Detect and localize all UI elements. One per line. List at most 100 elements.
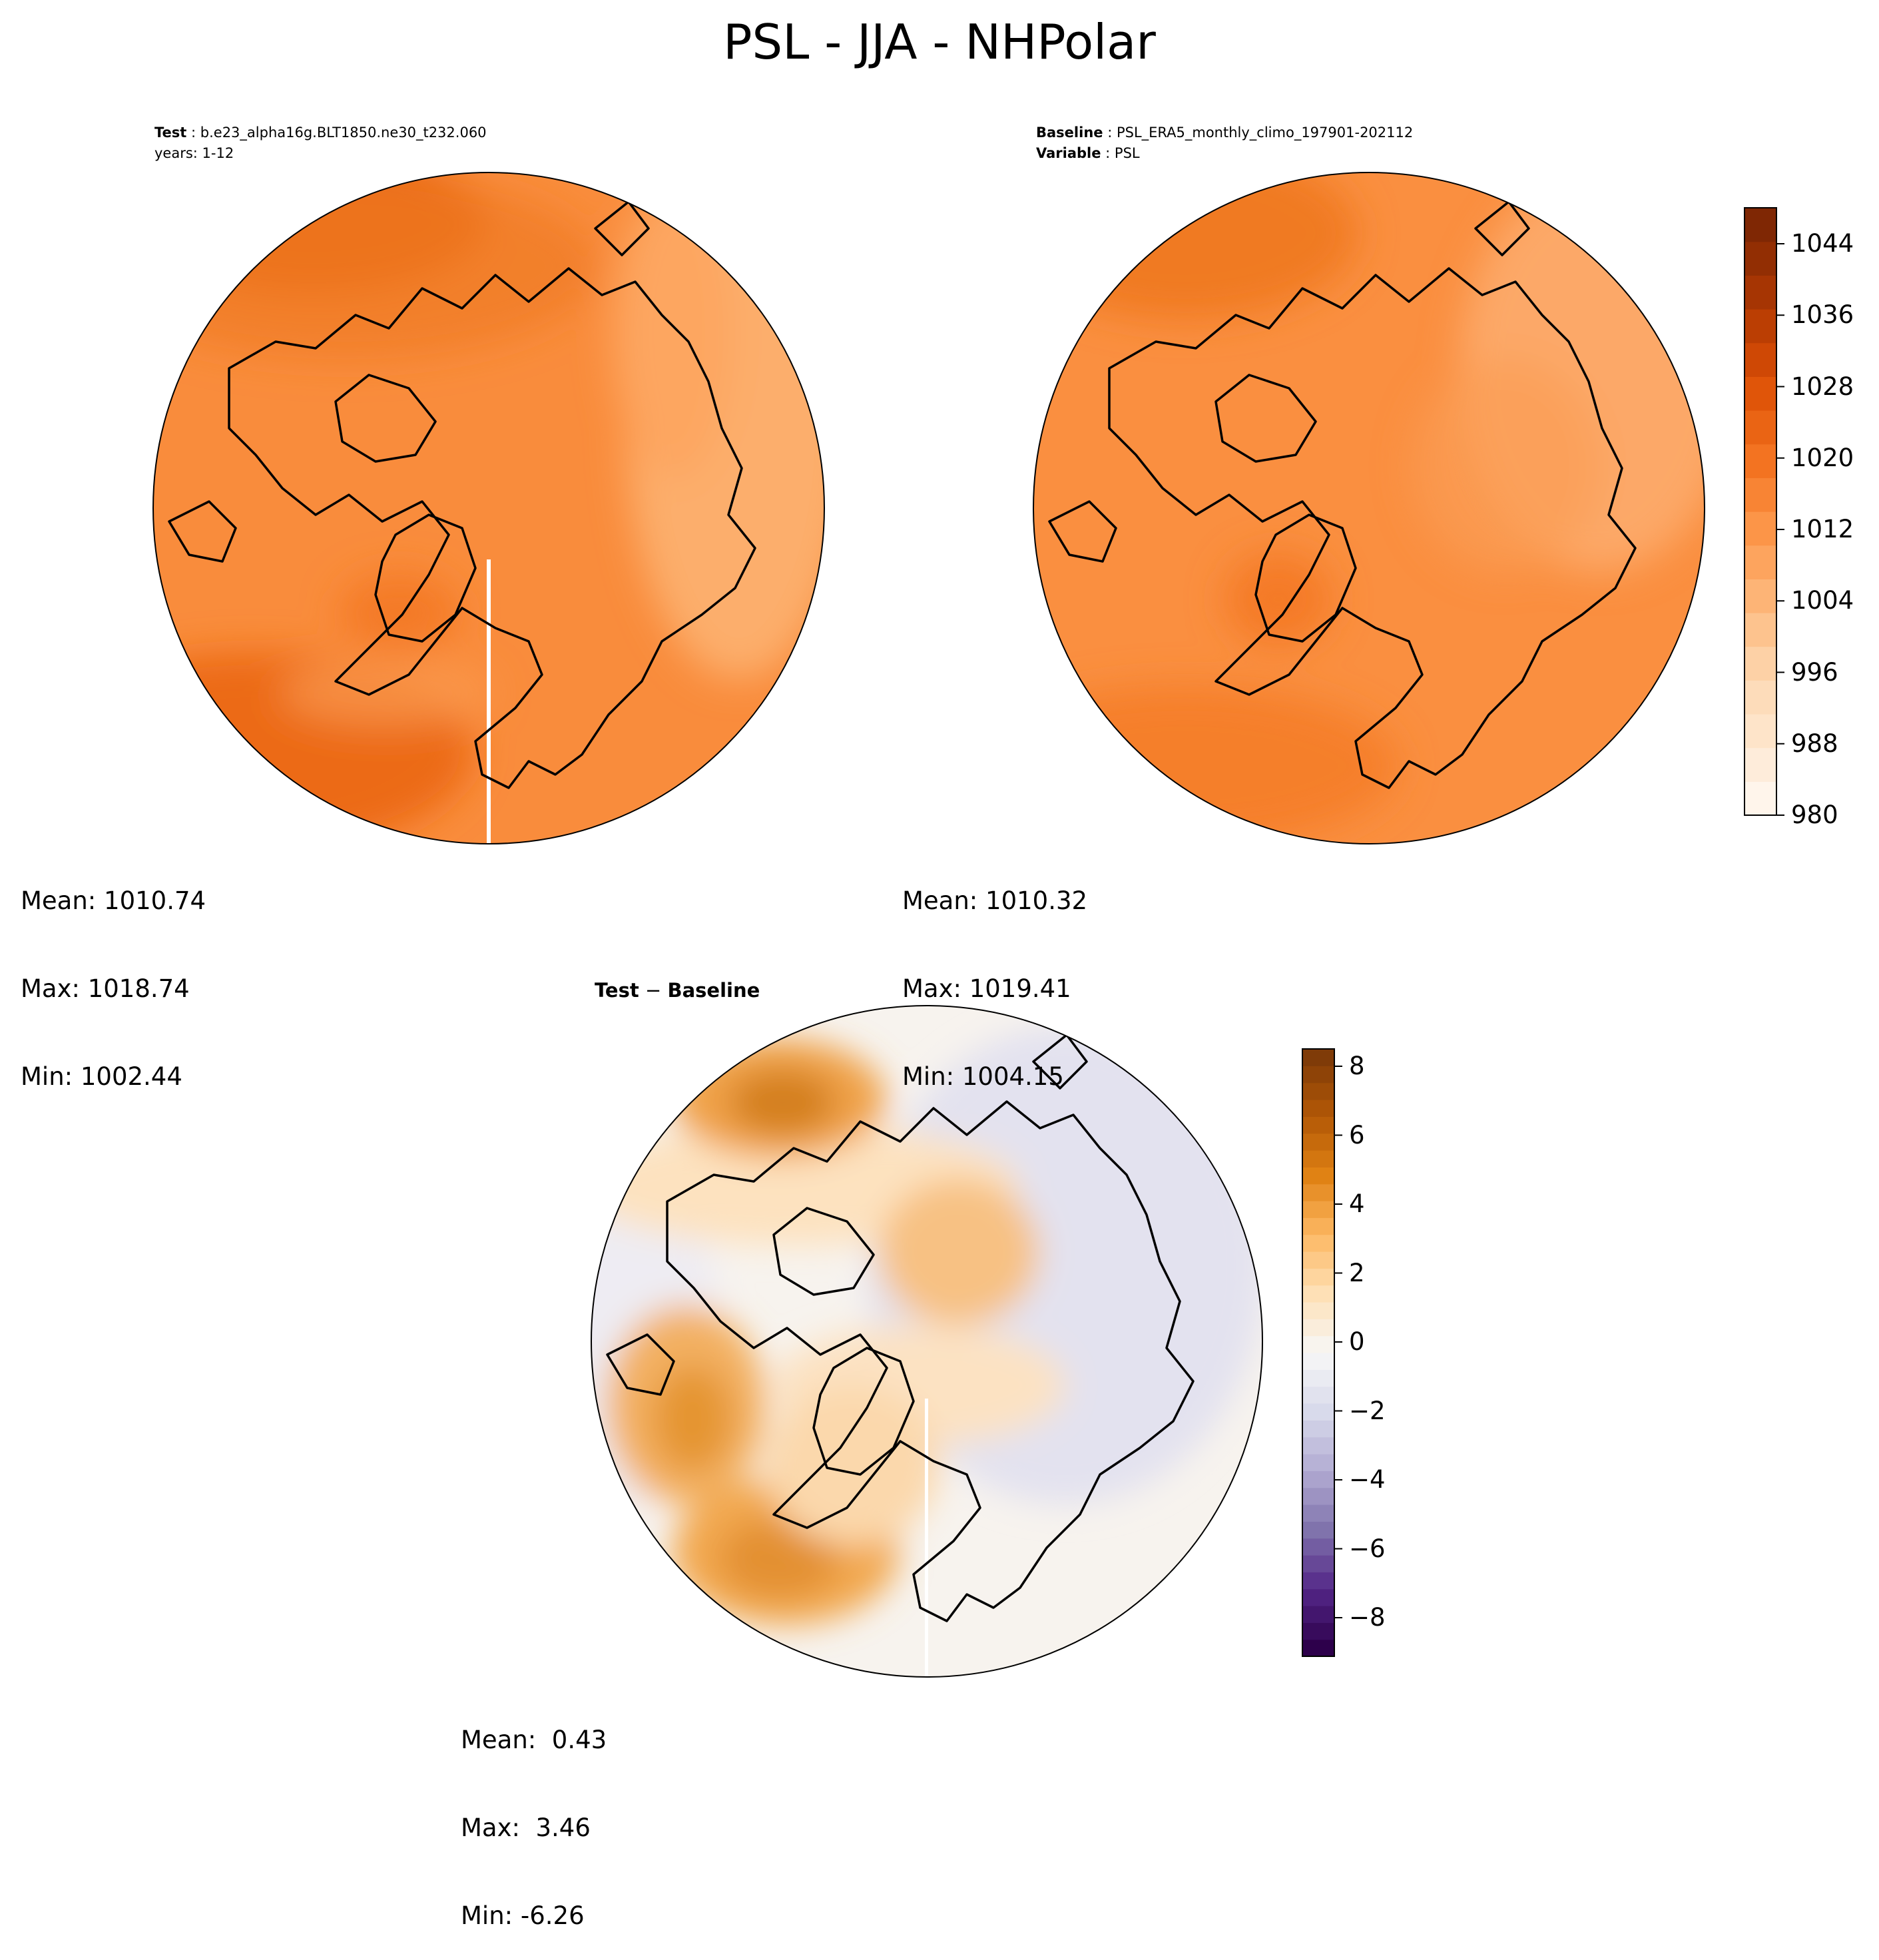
colorbar-band [1302,1403,1334,1421]
baseline-label-value: PSL_ERA5_monthly_climo_197901-202112 [1116,125,1414,141]
diff-colorbar-tick-label: 2 [1349,1258,1365,1287]
colorbar-band [1302,1437,1334,1455]
colorbar-band [1302,1521,1334,1539]
diff-colorbar-tick-label: 8 [1349,1052,1365,1080]
test-years: years: 1-12 [154,145,234,161]
colorbar-band [1302,1183,1334,1201]
colorbar-band [1302,1504,1334,1522]
difference-min: Min: -6.26 [461,1901,585,1930]
colorbar-band [1302,1234,1334,1252]
psl-colorbar-tick-label: 1044 [1791,229,1854,258]
colorbar-band [1745,444,1776,478]
psl-colorbar-tick-label: 980 [1791,801,1838,829]
colorbar-band [1745,376,1776,411]
test-mean: Mean: 1010.74 [21,886,206,915]
colorbar-band [1302,1167,1334,1185]
colorbar-band [1745,478,1776,512]
colorbar-band [1302,1639,1334,1657]
test-map [153,172,824,844]
colorbar-band [1302,1201,1334,1218]
baseline-mean: Mean: 1010.32 [902,886,1088,915]
colorbar-band [1302,1454,1334,1471]
diff-colorbar-tick-label: 6 [1349,1120,1365,1149]
diff-colorbar-tick-label: −8 [1349,1603,1386,1632]
colorbar-band [1745,342,1776,377]
difference-max: Max: 3.46 [461,1813,591,1842]
colorbar-band [1302,1116,1334,1134]
difference-title-sep: − [639,979,668,1002]
psl-colorbar-tick-label: 1004 [1791,586,1854,615]
colorbar-band [1302,1353,1334,1370]
psl-colorbar-tick-label: 1036 [1791,300,1854,330]
psl-colorbar [1745,208,1776,816]
colorbar-band [1302,1302,1334,1319]
colorbar-band [1302,1268,1334,1286]
colorbar-band [1302,1066,1334,1084]
baseline-variable-label: Variable : PSL [1036,145,1140,161]
colorbar-band [1302,1572,1334,1590]
colorbar-band [1302,1420,1334,1438]
colorbar-band [1302,1487,1334,1505]
colorbar-band [1302,1319,1334,1337]
difference-stats: Mean: 0.43 Max: 3.46 Min: -6.26 [461,1667,607,1960]
variable-label-value: PSL [1114,145,1140,161]
diff-colorbar-tick-label: 0 [1349,1327,1365,1356]
baseline-max: Max: 1019.41 [902,974,1071,1003]
test-stats: Mean: 1010.74 Max: 1018.74 Min: 1002.44 [21,828,206,1121]
baseline-case-label: Baseline : PSL_ERA5_monthly_climo_197901… [1036,125,1414,141]
colorbar-band [1745,714,1776,749]
colorbar-band [1302,1588,1334,1606]
diff-colorbar-tick-label: −2 [1349,1396,1386,1425]
test-min: Min: 1002.44 [21,1062,182,1091]
colorbar-band [1745,747,1776,782]
colorbar-band [1745,781,1776,816]
diff-colorbar-tick-label: 4 [1349,1189,1365,1218]
colorbar-band [1302,1150,1334,1167]
test-max: Max: 1018.74 [21,974,190,1003]
colorbar-band [1302,1335,1334,1353]
figure-canvas [152,172,1784,1678]
colorbar-band [1745,680,1776,715]
colorbar-band [1302,1251,1334,1269]
colorbar-band [1302,1538,1334,1556]
psl-colorbar-tick-label: 1012 [1791,515,1854,543]
baseline-map [1033,172,1705,844]
test-label-value: b.e23_alpha16g.BLT1850.ne30_t232.060 [200,125,487,141]
baseline-stats: Mean: 1010.32 Max: 1019.41 Min: 1004.15 [902,828,1087,1121]
psl-colorbar-tick-label: 996 [1791,657,1838,687]
colorbar-band [1745,208,1776,242]
diff-colorbar [1302,1049,1334,1657]
colorbar-band [1302,1622,1334,1640]
figure-title: PSL - JJA - NHPolar [723,14,1156,70]
colorbar-band [1302,1100,1334,1117]
colorbar-band [1302,1133,1334,1151]
difference-title-a: Test [595,979,639,1002]
colorbar-band [1745,646,1776,681]
colorbar-band [1302,1082,1334,1100]
baseline-map-border [1033,172,1705,844]
psl-colorbar-tick-label: 988 [1791,729,1838,758]
colorbar-band [1302,1049,1334,1066]
diff-colorbar-tick-label: −4 [1349,1465,1386,1494]
colorbar-band [1302,1386,1334,1404]
colorbar-band [1745,309,1776,344]
baseline-label-key: Baseline [1036,125,1103,141]
test-case-label: Test : b.e23_alpha16g.BLT1850.ne30_t232.… [154,125,487,141]
colorbar-band [1302,1606,1334,1623]
colorbar-band [1302,1285,1334,1303]
difference-title: Test − Baseline [595,979,760,1002]
test-label-key: Test [154,125,187,141]
colorbar-band [1745,511,1776,546]
diff-colorbar-tick-label: −6 [1349,1534,1386,1563]
colorbar-band [1302,1217,1334,1235]
variable-label-key: Variable [1036,145,1101,161]
colorbar-band [1745,579,1776,613]
difference-mean: Mean: 0.43 [461,1726,607,1754]
difference-map-border [591,1005,1263,1678]
colorbar-band [1745,410,1776,445]
baseline-min: Min: 1004.15 [902,1062,1064,1091]
colorbar-band [1745,545,1776,579]
colorbar-band [1745,275,1776,310]
colorbar-band [1745,613,1776,647]
colorbar-band [1302,1369,1334,1387]
